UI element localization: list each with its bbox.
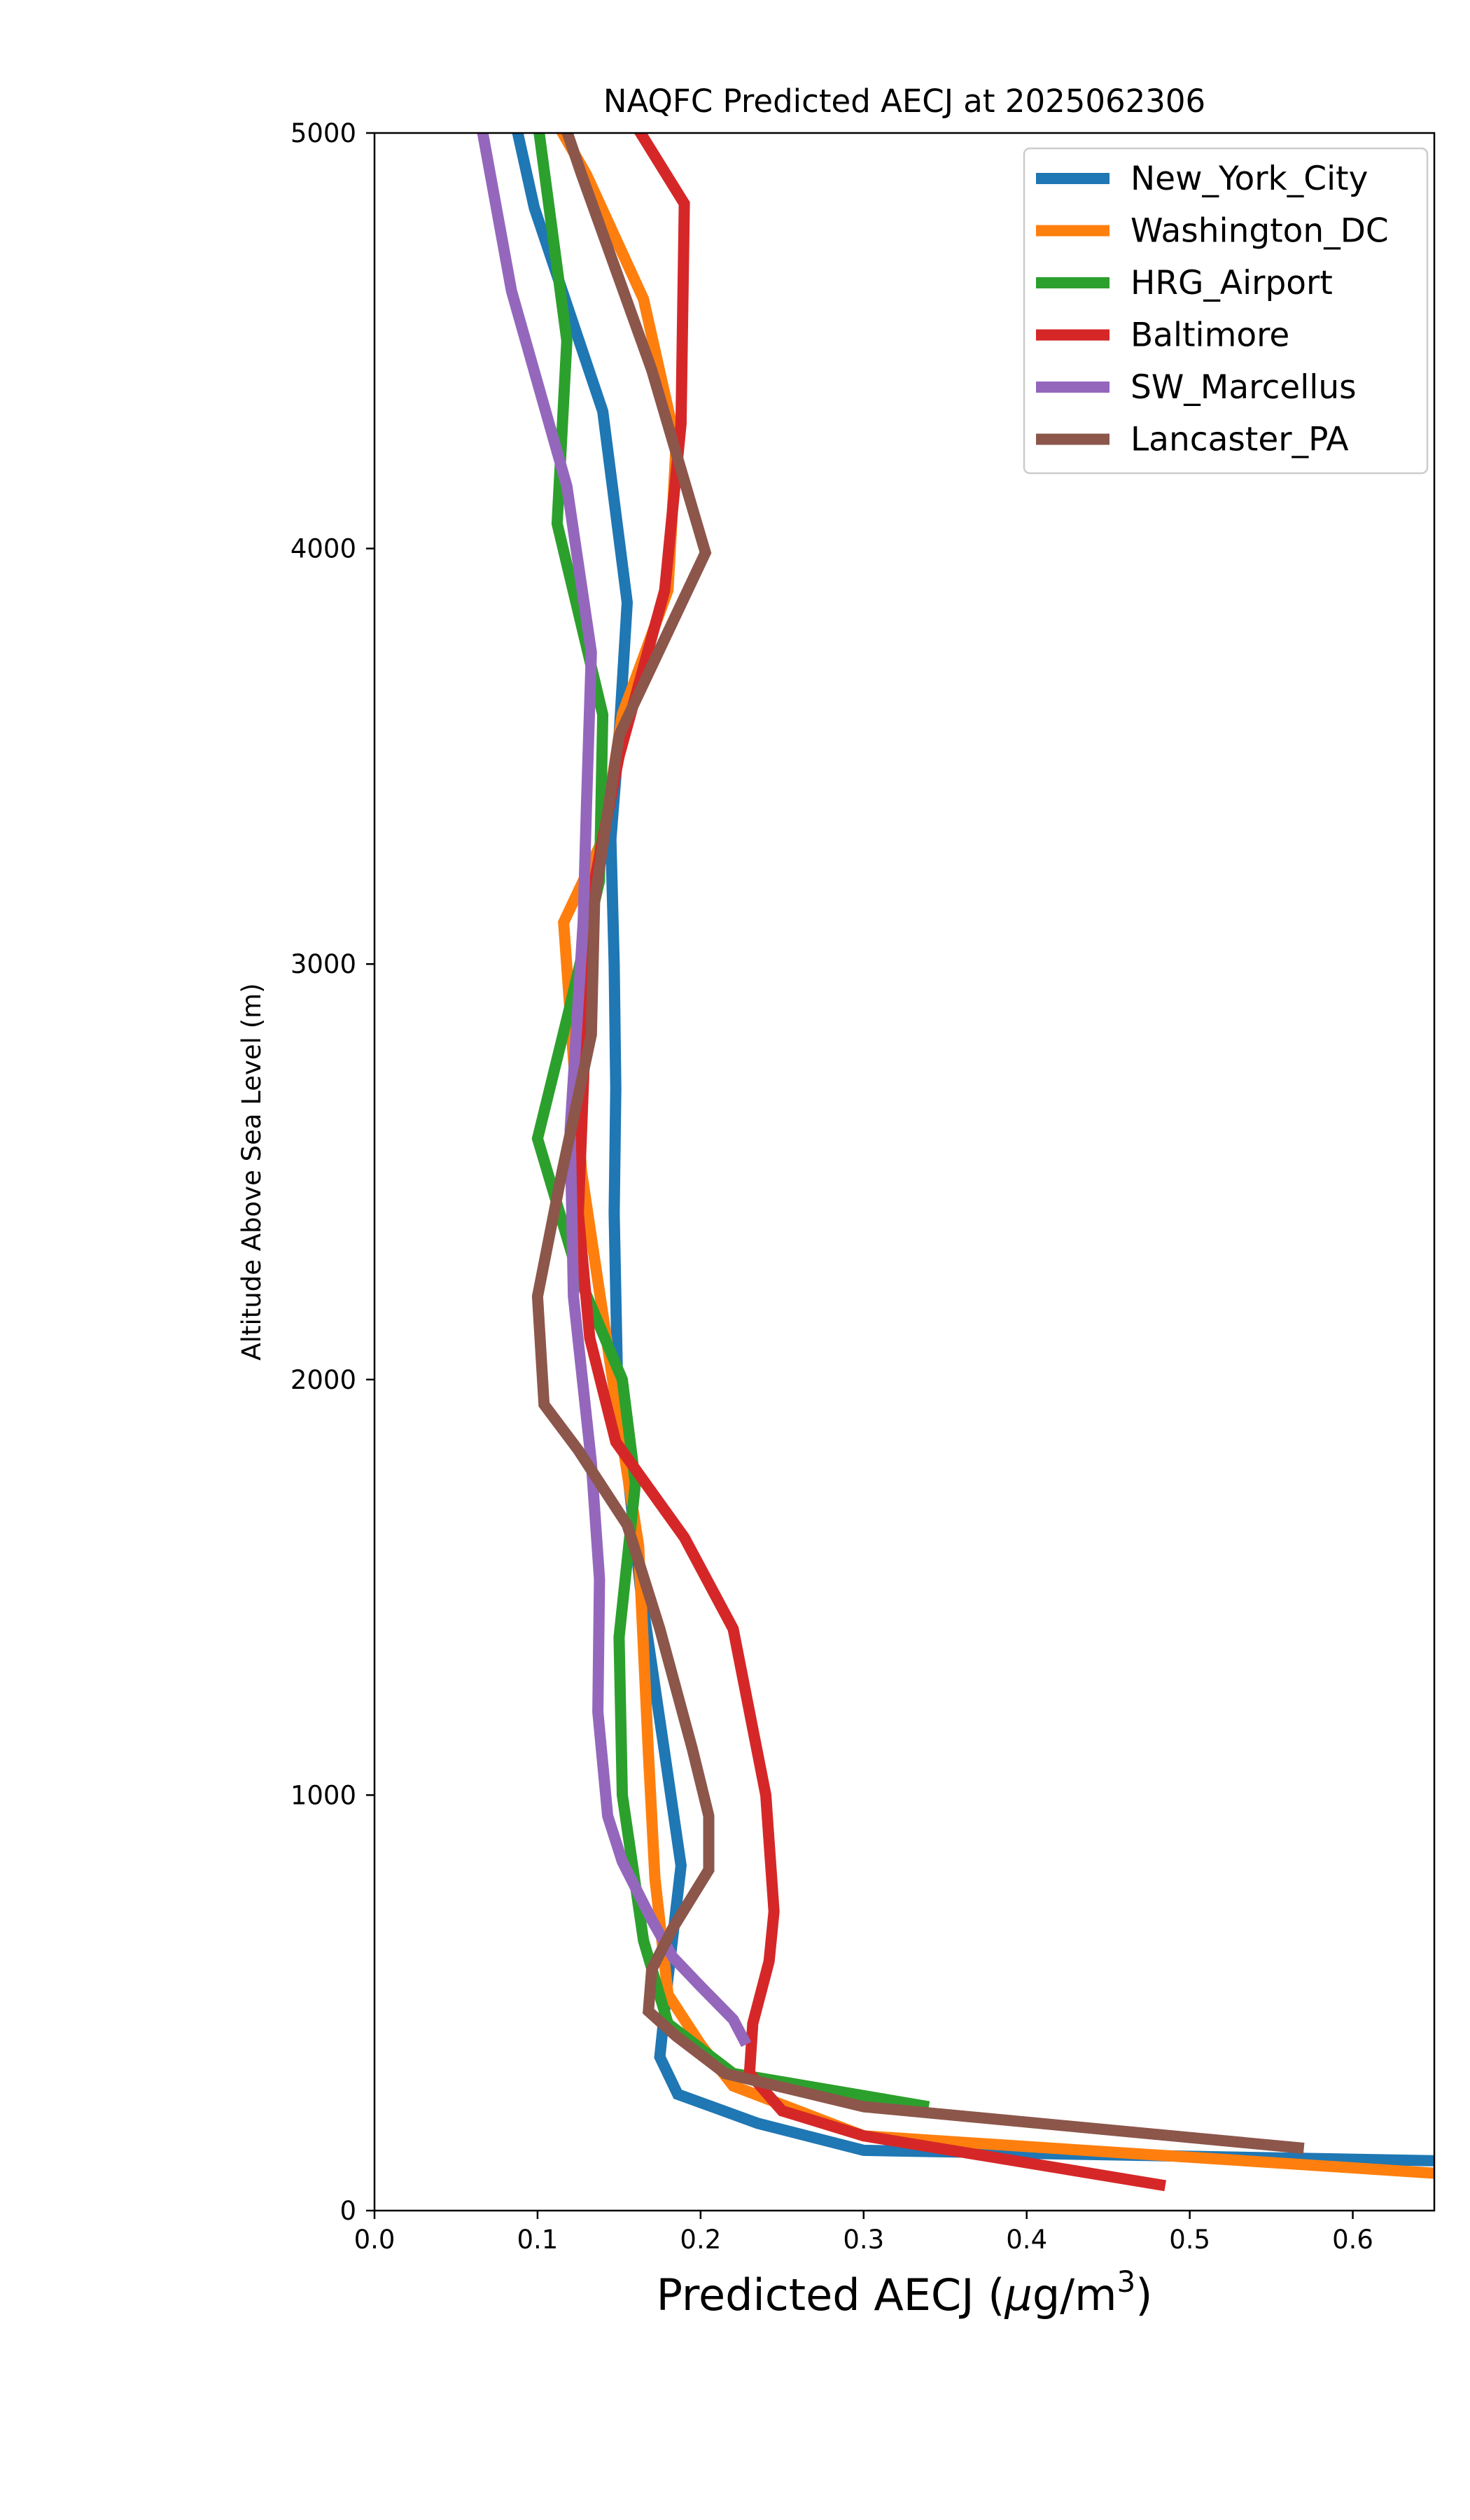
x-tick-label: 0.2 — [680, 2225, 721, 2255]
y-tick-label: 1000 — [290, 1780, 356, 1810]
y-tick-label: 4000 — [290, 534, 356, 564]
x-axis-label-close: ) — [1135, 2269, 1152, 2320]
legend-label: SW_Marcellus — [1130, 368, 1357, 407]
legend-label: Washington_DC — [1130, 212, 1389, 251]
x-axis-ticks: 0.0 0.1 0.2 0.3 0.4 0.5 0.6 — [354, 2211, 1373, 2255]
legend-label: Baltimore — [1130, 316, 1289, 355]
series-line-baltimore — [573, 133, 1167, 2192]
legend-label: Lancaster_PA — [1130, 421, 1349, 459]
y-tick-label: 2000 — [290, 1365, 356, 1395]
x-axis-label: Predicted AECJ (μg/m3) — [657, 2264, 1153, 2320]
legend: New_York_City Washington_DC HRG_Airport Bal… — [1023, 147, 1429, 475]
chart-title: NAQFC Predicted AECJ at 2025062306 — [603, 83, 1205, 120]
series-line-hrg-airport — [531, 133, 930, 2113]
legend-entries: New_York_City Washington_DC HRG_Airport Bal… — [1036, 160, 1389, 459]
x-tick-label: 0.6 — [1332, 2225, 1373, 2255]
x-axis-label-mu: μ — [1004, 2269, 1032, 2320]
legend-label: HRG_Airport — [1130, 264, 1333, 302]
plot-frame — [373, 132, 1436, 2212]
legend-frame — [1023, 147, 1429, 475]
x-tick-label: 0.4 — [1006, 2225, 1047, 2255]
legend-label: New_York_City — [1130, 160, 1368, 198]
y-axis-label: Altitude Above Sea Level (m) — [237, 983, 267, 1360]
y-tick-label: 0 — [340, 2196, 356, 2226]
y-tick-label: 5000 — [290, 118, 356, 148]
x-tick-label: 0.5 — [1169, 2225, 1210, 2255]
x-tick-label: 0.1 — [517, 2225, 559, 2255]
x-tick-label: 0.3 — [843, 2225, 884, 2255]
y-tick-label: 3000 — [290, 949, 356, 979]
y-axis-ticks: 0 1000 2000 3000 4000 5000 — [290, 118, 374, 2226]
series-layer — [477, 133, 1434, 2192]
x-tick-label: 0.0 — [354, 2225, 396, 2255]
series-line-lancaster-pa — [531, 133, 1305, 2154]
x-axis-label-unit: g/m — [1032, 2269, 1117, 2320]
x-axis-label-sup: 3 — [1116, 2264, 1135, 2299]
x-axis-label-main: Predicted AECJ ( — [657, 2269, 1005, 2320]
